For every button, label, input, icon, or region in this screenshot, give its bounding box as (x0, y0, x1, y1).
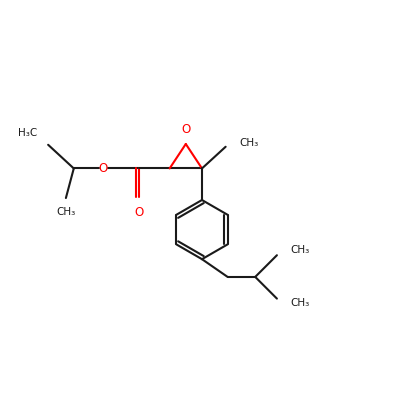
Text: CH₃: CH₃ (290, 246, 309, 256)
Text: CH₃: CH₃ (290, 298, 309, 308)
Text: O: O (135, 206, 144, 218)
Text: CH₃: CH₃ (56, 207, 76, 217)
Text: O: O (181, 123, 190, 136)
Text: H₃C: H₃C (18, 128, 37, 138)
Text: CH₃: CH₃ (240, 138, 259, 148)
Text: O: O (99, 162, 108, 175)
